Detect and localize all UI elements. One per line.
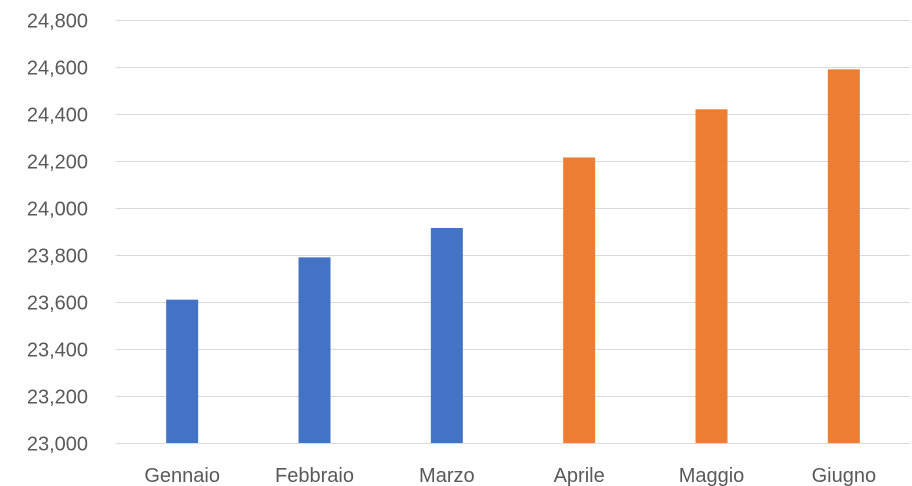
y-tick-label: 24,000 xyxy=(27,199,88,221)
y-tick-label: 24,400 xyxy=(27,105,88,127)
y-tick-label: 24,600 xyxy=(27,58,88,80)
bar-giugno xyxy=(827,69,860,443)
y-axis-tick-labels: 23,000 23,200 23,400 23,600 23,800 24,000 24,2… xyxy=(27,11,88,456)
x-tick-label: Aprile xyxy=(554,465,605,486)
y-tick-label: 24,200 xyxy=(27,152,88,174)
y-tick-label: 23,600 xyxy=(27,293,88,315)
y-tick-label: 23,000 xyxy=(27,434,88,456)
bars xyxy=(166,69,860,444)
x-tick-label: Febbraio xyxy=(275,465,354,486)
x-axis-tick-labels: Gennaio Febbraio Marzo Aprile Maggio Giugno xyxy=(144,465,876,486)
x-tick-label: Marzo xyxy=(419,465,475,486)
bar-febbraio xyxy=(298,257,331,443)
x-tick-label: Giugno xyxy=(812,465,877,486)
gridlines xyxy=(116,20,910,444)
y-tick-label: 23,400 xyxy=(27,340,88,362)
y-tick-label: 23,200 xyxy=(27,387,88,409)
y-tick-label: 23,800 xyxy=(27,246,88,268)
bar-marzo xyxy=(430,227,463,443)
x-tick-label: Gennaio xyxy=(144,465,220,486)
bar-gennaio xyxy=(166,299,199,443)
bar-maggio xyxy=(695,109,728,444)
x-tick-label: Maggio xyxy=(679,465,745,486)
y-tick-label: 24,800 xyxy=(27,11,88,33)
bar-aprile xyxy=(563,157,596,443)
